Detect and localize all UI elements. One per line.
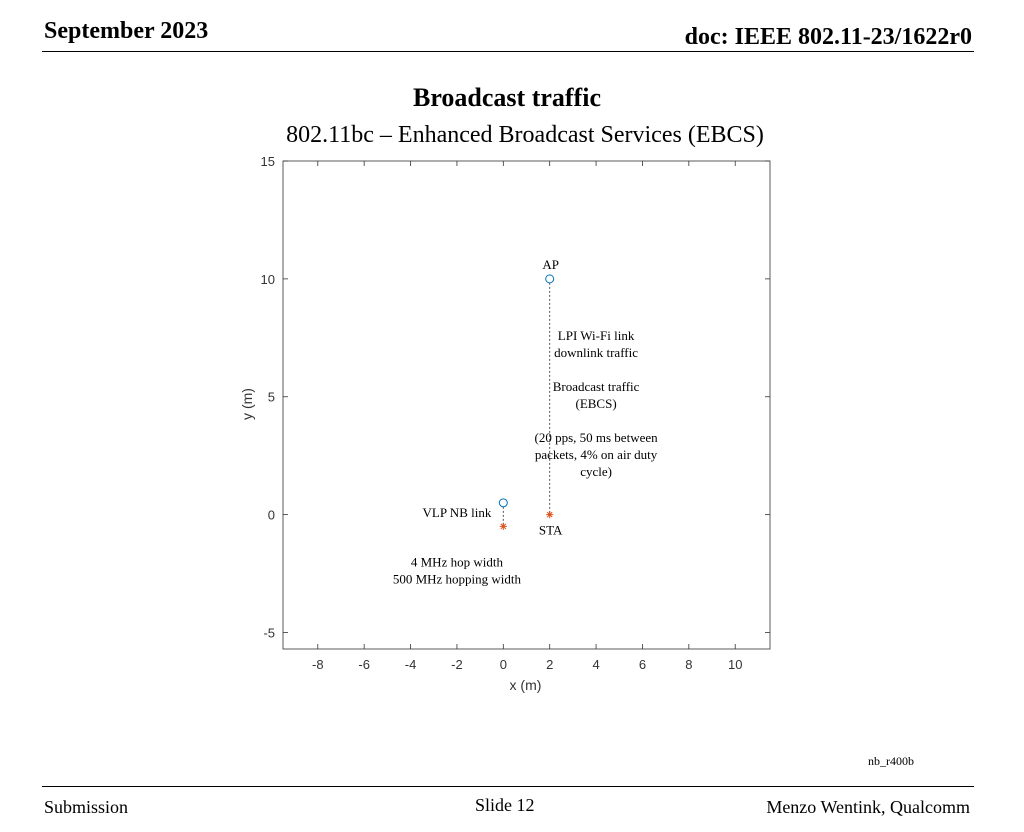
x-tick-label: 0 — [500, 657, 507, 672]
y-axis-label: y (m) — [239, 388, 255, 420]
plot-frame — [282, 160, 771, 650]
header-doc-number: doc: IEEE 802.11-23/1622r0 — [684, 24, 972, 50]
x-tick-label: 8 — [685, 657, 692, 672]
annotation-text: downlink traffic — [554, 345, 638, 360]
data-point-star — [499, 522, 507, 531]
annotation-text: 500 MHz hopping width — [393, 571, 522, 586]
annotation-text: 4 MHz hop width — [411, 554, 504, 569]
y-tick-label: 5 — [268, 390, 275, 405]
y-tick-label: 0 — [268, 508, 275, 523]
annotation-text: (20 pps, 50 ms between — [535, 430, 659, 445]
x-tick-label: -4 — [405, 657, 417, 672]
x-tick-label: 2 — [546, 657, 553, 672]
header-date: September 2023 — [44, 18, 209, 44]
slide-subtitle: 802.11bc – Enhanced Broadcast Services (… — [286, 122, 764, 148]
y-tick-label: 15 — [261, 154, 275, 169]
footer-slide-number: Slide 12 — [475, 795, 535, 815]
annotation-text: LPI Wi-Fi link — [558, 328, 635, 343]
data-point-star — [546, 511, 554, 519]
point-label: STA — [539, 523, 563, 538]
annotation-text: packets, 4% on air duty — [535, 447, 658, 462]
annotation-text: cycle) — [580, 464, 612, 479]
figure-id: nb_r400b — [868, 754, 914, 768]
data-point-circle — [498, 498, 508, 508]
footer-divider — [42, 786, 974, 787]
y-tick-label: 10 — [261, 272, 275, 287]
x-tick-label: 6 — [639, 657, 646, 672]
annotation-text: VLP NB link — [422, 505, 491, 520]
x-axis-label: x (m) — [510, 677, 542, 693]
slide-title: Broadcast traffic — [413, 83, 601, 112]
data-point-circle — [545, 274, 555, 284]
annotation-text: (EBCS) — [575, 396, 616, 411]
y-tick-label: -5 — [263, 625, 275, 640]
x-tick-label: -6 — [358, 657, 370, 672]
point-label: AP — [542, 257, 559, 272]
x-tick-label: -2 — [451, 657, 463, 672]
footer-author: Menzo Wentink, Qualcomm — [766, 797, 970, 817]
x-tick-label: 10 — [728, 657, 742, 672]
annotation-text: Broadcast traffic — [553, 379, 640, 394]
x-tick-label: 4 — [592, 657, 599, 672]
footer-submission: Submission — [44, 797, 129, 817]
x-tick-label: -8 — [312, 657, 324, 672]
header-divider — [42, 51, 974, 52]
